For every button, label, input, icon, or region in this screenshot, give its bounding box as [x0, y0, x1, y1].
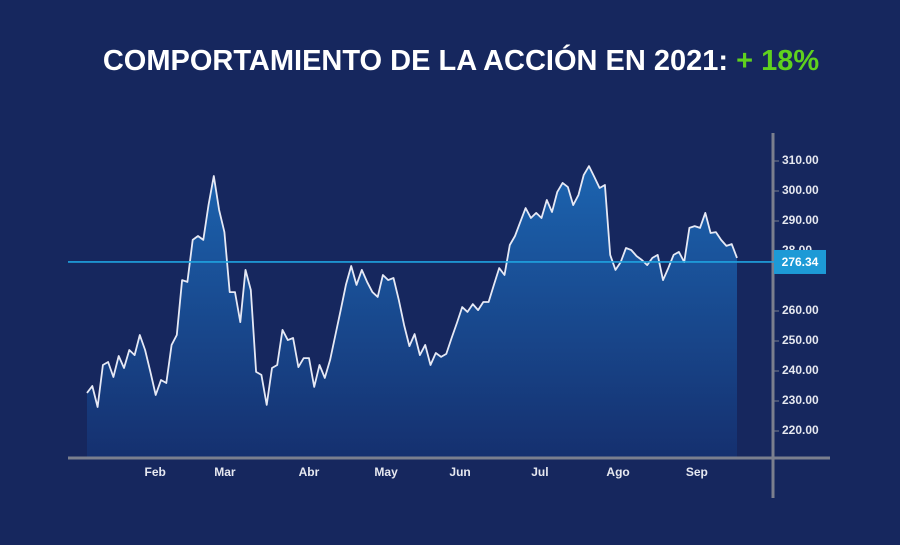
last-price-label: 276.34 [782, 255, 819, 269]
y-tick-label: 260.00 [782, 303, 819, 317]
x-tick-label: Ago [606, 465, 629, 479]
x-tick-label: Abr [299, 465, 320, 479]
chart-subtitle: + 18% [736, 45, 819, 77]
x-tick-label: Jul [531, 465, 548, 479]
chart-title: COMPORTAMIENTO DE LA ACCIÓN EN 2021: [103, 43, 728, 77]
y-tick-label: 300.00 [782, 183, 819, 197]
y-tick-label: 250.00 [782, 333, 819, 347]
x-tick-label: Mar [214, 465, 236, 479]
y-tick-label: 310.00 [782, 153, 819, 167]
price-line [86, 165, 738, 408]
x-tick-label: Feb [144, 465, 165, 479]
last-price-box [774, 249, 826, 274]
chart-title-group: COMPORTAMIENTO DE LA ACCIÓN EN 2021: + 1… [103, 43, 819, 77]
x-tick-label: May [374, 465, 398, 479]
x-tick-label: Jun [449, 465, 470, 479]
x-tick-label: Sep [686, 465, 708, 479]
y-tick-label: 240.00 [782, 363, 819, 377]
area [87, 166, 737, 458]
y-tick-label: 220.00 [782, 423, 819, 437]
y-tick-label: 230.00 [782, 393, 819, 407]
y-tick-label: 290.00 [782, 213, 819, 227]
plot-area [86, 165, 738, 458]
